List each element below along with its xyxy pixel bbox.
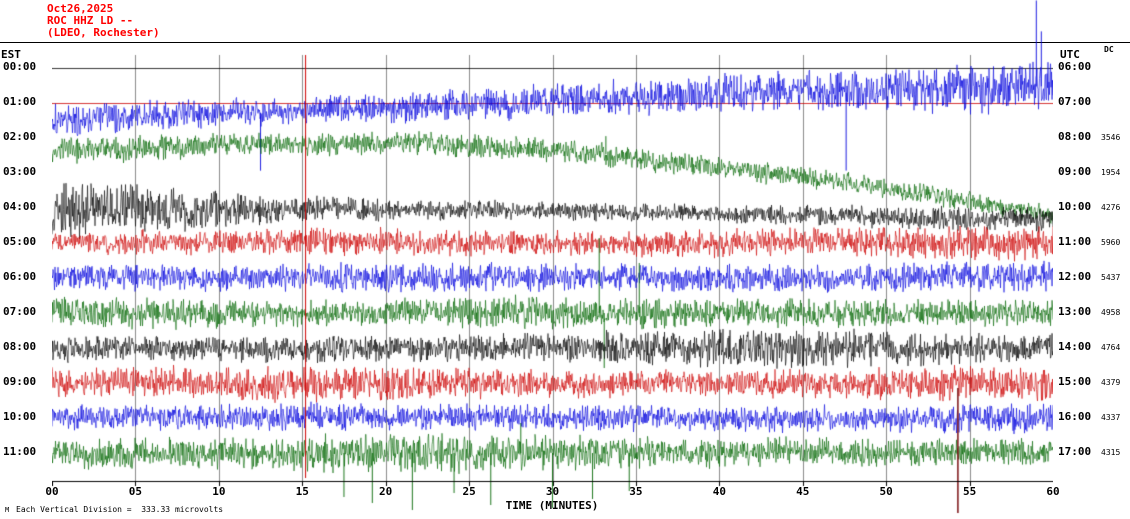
utc-time-label: 17:00 bbox=[1058, 445, 1092, 458]
scale-value: 4315 bbox=[1101, 448, 1121, 457]
est-time-label: 06:00 bbox=[3, 270, 37, 283]
utc-time-label: 08:00 bbox=[1058, 130, 1092, 143]
utc-time-label: 10:00 bbox=[1058, 200, 1092, 213]
seismogram-canvas bbox=[52, 0, 1053, 519]
minute-tick-label: 50 bbox=[879, 485, 893, 498]
minute-tick-label: 55 bbox=[962, 485, 977, 498]
footer-marker: M bbox=[5, 506, 10, 514]
scale-value: 5437 bbox=[1101, 273, 1121, 282]
minute-tick-label: 10 bbox=[212, 485, 226, 498]
utc-time-label: 13:00 bbox=[1058, 305, 1092, 318]
est-time-label: 07:00 bbox=[3, 305, 37, 318]
est-time-label: 11:00 bbox=[3, 445, 37, 458]
est-time-label: 05:00 bbox=[3, 235, 37, 248]
minute-tick-label: 25 bbox=[462, 485, 476, 498]
est-time-label: 03:00 bbox=[3, 165, 37, 178]
est-time-label: 08:00 bbox=[3, 340, 37, 353]
scale-value: 5960 bbox=[1101, 238, 1121, 247]
minute-tick-label: 45 bbox=[796, 485, 810, 498]
est-time-label: 00:00 bbox=[3, 60, 37, 73]
scale-value: 4379 bbox=[1101, 378, 1121, 387]
vertical-division-note: Each Vertical Division = 333.33 microvol… bbox=[16, 505, 224, 514]
est-time-label: 02:00 bbox=[3, 130, 37, 143]
est-time-label: 01:00 bbox=[3, 95, 37, 108]
utc-time-label: 06:00 bbox=[1058, 60, 1092, 73]
utc-time-label: 09:00 bbox=[1058, 165, 1092, 178]
minute-tick-label: 30 bbox=[545, 485, 560, 498]
est-time-label: 10:00 bbox=[3, 410, 37, 423]
est-axis-label: EST bbox=[1, 48, 21, 61]
utc-time-label: 16:00 bbox=[1058, 410, 1092, 423]
scale-value: 4958 bbox=[1101, 308, 1121, 317]
est-time-label: 04:00 bbox=[3, 200, 37, 213]
time-axis-label: TIME (MINUTES) bbox=[505, 499, 599, 512]
dc-label: DC bbox=[1104, 45, 1114, 54]
utc-axis-label: UTC bbox=[1060, 48, 1080, 61]
utc-time-label: 11:00 bbox=[1058, 235, 1092, 248]
scale-value: 4276 bbox=[1101, 203, 1121, 212]
utc-time-label: 12:00 bbox=[1058, 270, 1092, 283]
minute-tick-label: 40 bbox=[712, 485, 726, 498]
minute-tick-label: 60 bbox=[1046, 485, 1060, 498]
scale-value: 1954 bbox=[1101, 168, 1121, 177]
minute-tick-label: 35 bbox=[629, 485, 643, 498]
utc-time-label: 07:00 bbox=[1058, 95, 1092, 108]
est-time-label: 09:00 bbox=[3, 375, 37, 388]
utc-time-label: 15:00 bbox=[1058, 375, 1092, 388]
minute-tick-label: 00 bbox=[45, 485, 59, 498]
minute-tick-label: 15 bbox=[295, 485, 309, 498]
minute-tick-label: 20 bbox=[379, 485, 393, 498]
scale-value: 4337 bbox=[1101, 413, 1121, 422]
scale-value: 4764 bbox=[1101, 343, 1121, 352]
minute-tick-label: 05 bbox=[128, 485, 143, 498]
utc-time-label: 14:00 bbox=[1058, 340, 1092, 353]
scale-value: 3546 bbox=[1101, 133, 1121, 142]
